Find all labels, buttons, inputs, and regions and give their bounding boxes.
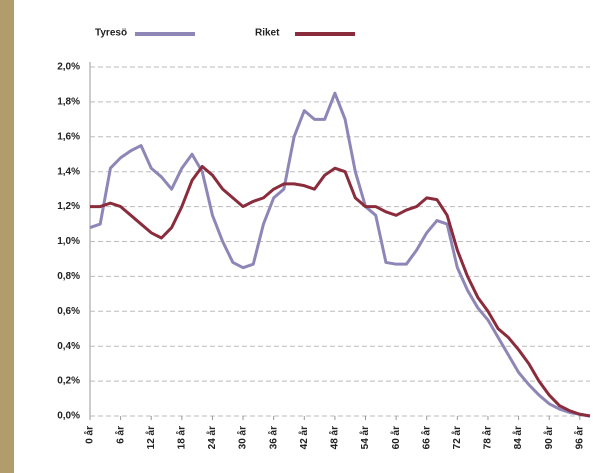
y-tick-label: 1,6% bbox=[57, 131, 80, 142]
x-tick-label: 72 år bbox=[451, 426, 463, 449]
y-tick-label: 2,0% bbox=[57, 62, 80, 73]
x-tick-label: 78 år bbox=[482, 426, 494, 449]
x-tick-label: 60 år bbox=[390, 426, 402, 449]
x-tick-label: 90 år bbox=[543, 426, 555, 449]
y-tick-label: 1,0% bbox=[57, 236, 80, 247]
y-tick-label: 1,8% bbox=[57, 97, 80, 108]
legend-label: Riket bbox=[255, 28, 280, 39]
x-tick-label: 24 år bbox=[206, 426, 218, 449]
y-tick-label: 0,6% bbox=[57, 306, 80, 317]
y-tick-label: 1,4% bbox=[57, 166, 80, 177]
legend-label: Tyresö bbox=[95, 28, 127, 39]
y-tick-label: 0,4% bbox=[57, 341, 80, 352]
scan-edge bbox=[0, 0, 14, 473]
x-tick-label: 54 år bbox=[359, 426, 371, 449]
x-tick-label: 12 år bbox=[145, 426, 157, 449]
x-tick-label: 0 år bbox=[84, 426, 96, 444]
x-tick-label: 48 år bbox=[329, 426, 341, 449]
x-tick-label: 42 år bbox=[298, 426, 310, 449]
x-tick-label: 96 år bbox=[573, 426, 585, 449]
series-line bbox=[90, 164, 591, 418]
x-tick-label: 18 år bbox=[175, 426, 187, 449]
x-tick-label: 84 år bbox=[512, 426, 524, 449]
y-tick-label: 0,2% bbox=[57, 376, 80, 387]
x-tick-label: 36 år bbox=[267, 426, 279, 449]
x-tick-label: 6 år bbox=[114, 426, 126, 444]
y-tick-label: 1,2% bbox=[57, 201, 80, 212]
x-tick-label: 30 år bbox=[237, 426, 249, 449]
series-line bbox=[89, 91, 591, 418]
y-tick-label: 0,0% bbox=[57, 411, 80, 422]
x-tick-label: 66 år bbox=[420, 426, 432, 449]
y-tick-label: 0,8% bbox=[57, 271, 80, 282]
